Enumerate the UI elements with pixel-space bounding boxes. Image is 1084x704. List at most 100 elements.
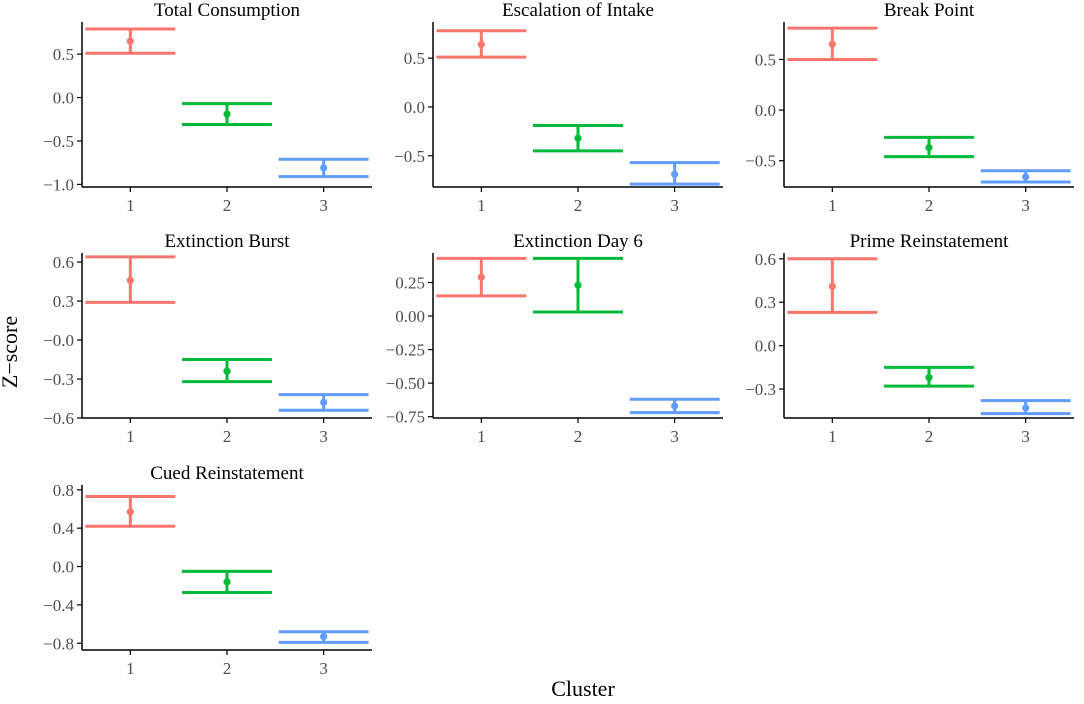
errorbar-cluster-2 xyxy=(884,365,974,388)
mean-point xyxy=(320,164,328,172)
y-tick-label: −0.8 xyxy=(43,634,74,653)
mean-point xyxy=(671,402,679,410)
errorbar-cluster-3 xyxy=(629,161,720,186)
y-tick-label: −0.5 xyxy=(394,147,425,166)
errorbar-cluster-1 xyxy=(787,257,878,314)
mean-point xyxy=(828,40,836,48)
mean-point xyxy=(223,578,231,586)
panel-title: Extinction Day 6 xyxy=(513,231,643,252)
x-tick-label: 2 xyxy=(223,427,232,446)
x-tick-label: 1 xyxy=(126,196,135,215)
mean-point xyxy=(574,281,582,289)
y-tick-label: 0.25 xyxy=(395,274,425,293)
y-tick-label: −0.3 xyxy=(745,380,776,399)
x-tick-label: 1 xyxy=(828,427,837,446)
x-tick-label: 3 xyxy=(319,427,328,446)
x-tick-label: 1 xyxy=(828,196,837,215)
y-tick-label: −0.0 xyxy=(43,331,74,350)
x-tick-label: 1 xyxy=(477,427,486,446)
mean-point xyxy=(320,398,328,407)
x-tick-label: 3 xyxy=(319,196,328,215)
panel-title: Extinction Burst xyxy=(164,231,290,252)
mean-point xyxy=(925,373,933,382)
x-tick-label: 2 xyxy=(574,427,583,446)
errorbar-cluster-1 xyxy=(85,255,176,304)
y-axis-title: Z−score xyxy=(0,316,22,388)
errorbar-cluster-2 xyxy=(533,256,623,314)
y-tick-label: −0.6 xyxy=(43,409,74,428)
mean-point xyxy=(223,110,231,118)
panel-title: Prime Reinstatement xyxy=(850,231,1010,252)
errorbar-cluster-1 xyxy=(787,26,878,61)
y-tick-label: 0.4 xyxy=(53,519,75,538)
y-tick-label: 0.0 xyxy=(404,98,425,117)
errorbar-cluster-1 xyxy=(436,256,527,298)
errorbar-cluster-3 xyxy=(629,397,720,415)
y-tick-label: −0.75 xyxy=(386,408,425,427)
x-tick-label: 3 xyxy=(670,196,679,215)
y-tick-label: −0.25 xyxy=(386,341,425,360)
errorbar-cluster-1 xyxy=(85,495,176,528)
panel-1: Total Consumption 0.5 0.0 −0.5 −1.0 1 2 3 xyxy=(43,0,372,215)
y-tick-label: 0.5 xyxy=(404,49,425,68)
errorbar-cluster-3 xyxy=(980,399,1071,416)
panel-2: Escalation of Intake 0.5 0.0 −0.5 1 2 3 xyxy=(394,0,723,215)
x-axis-title: Cluster xyxy=(551,676,615,701)
panel-title: Total Consumption xyxy=(154,0,300,21)
x-tick-label: 2 xyxy=(925,427,934,446)
mean-point xyxy=(126,276,134,284)
errorbar-cluster-1 xyxy=(436,29,527,59)
panel-title: Escalation of Intake xyxy=(502,0,654,21)
x-tick-label: 3 xyxy=(670,427,679,446)
errorbar-cluster-3 xyxy=(980,169,1071,184)
x-tick-label: 2 xyxy=(223,659,232,678)
x-tick-label: 2 xyxy=(574,196,583,215)
x-tick-label: 1 xyxy=(126,427,135,446)
mean-point xyxy=(925,143,933,152)
mean-point xyxy=(477,273,485,281)
y-tick-label: −0.50 xyxy=(386,374,425,393)
errorbar-cluster-2 xyxy=(533,123,623,153)
y-tick-label: −0.3 xyxy=(43,370,74,389)
errorbar-cluster-3 xyxy=(278,157,369,179)
errorbar-cluster-2 xyxy=(182,358,272,384)
errorbar-cluster-3 xyxy=(278,630,369,644)
mean-point xyxy=(126,37,134,45)
errorbar-cluster-2 xyxy=(182,102,272,126)
mean-point xyxy=(671,170,679,178)
y-tick-label: 0.6 xyxy=(755,250,776,269)
x-tick-label: 3 xyxy=(1021,196,1030,215)
y-tick-label: 0.5 xyxy=(755,50,776,69)
y-tick-label: 0.0 xyxy=(53,558,74,577)
panel-7: Cued Reinstatement 0.8 0.4 0.0 −0.4 −0.8 1 2 3 xyxy=(43,463,372,678)
y-tick-label: −0.5 xyxy=(43,132,74,151)
y-tick-label: −0.4 xyxy=(43,596,74,615)
mean-point xyxy=(320,632,328,641)
mean-point xyxy=(126,508,134,516)
y-tick-label: 0.3 xyxy=(755,293,776,312)
mean-point xyxy=(574,134,582,142)
x-tick-label: 3 xyxy=(319,659,328,678)
y-tick-label: −1.0 xyxy=(43,175,74,194)
y-tick-label: 0.5 xyxy=(53,45,74,64)
y-tick-label: 0.6 xyxy=(53,253,74,272)
panel-title: Break Point xyxy=(884,0,975,21)
panel-title: Cued Reinstatement xyxy=(150,463,304,484)
x-tick-label: 2 xyxy=(223,196,232,215)
errorbar-cluster-2 xyxy=(884,135,974,159)
y-tick-label: 0.3 xyxy=(53,292,74,311)
mean-point xyxy=(1022,173,1030,181)
mean-point xyxy=(477,40,485,49)
x-tick-label: 3 xyxy=(1021,427,1030,446)
mean-point xyxy=(828,282,836,290)
x-tick-label: 2 xyxy=(925,196,934,215)
y-tick-label: 0.0 xyxy=(53,89,74,108)
errorbar-cluster-3 xyxy=(278,393,369,412)
y-tick-label: 0.0 xyxy=(755,337,776,356)
mean-point xyxy=(223,367,231,375)
panel-4: Extinction Burst 0.6 0.3 −0.0 −0.3 −0.6 1 2 3 xyxy=(43,231,372,446)
x-tick-label: 1 xyxy=(477,196,486,215)
y-tick-label: 0.8 xyxy=(53,481,74,500)
